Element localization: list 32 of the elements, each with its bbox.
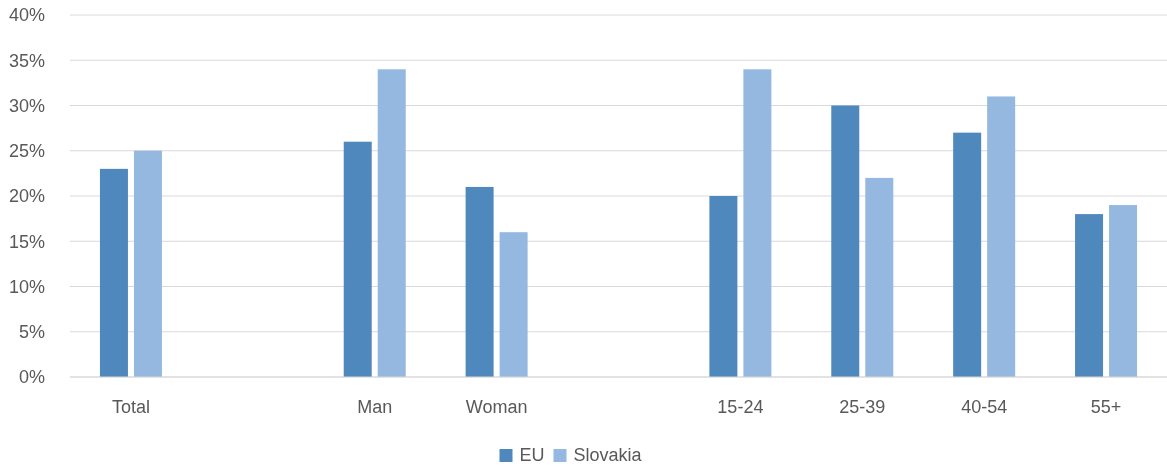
y-tick-label: 5% xyxy=(18,322,45,343)
x-tick-label: 55+ xyxy=(1090,397,1122,417)
bar xyxy=(1075,214,1104,377)
x-tick-label: Total xyxy=(111,397,150,417)
bar xyxy=(465,186,494,377)
bar xyxy=(343,141,372,377)
x-tick-label: 40-54 xyxy=(961,397,1008,417)
bar xyxy=(831,105,860,377)
y-tick-label: 35% xyxy=(8,50,45,71)
bar xyxy=(953,132,982,377)
y-tick-label: 30% xyxy=(8,95,45,116)
x-tick-label: Woman xyxy=(465,397,528,417)
y-tick-label: 15% xyxy=(8,231,45,252)
legend-label: EU xyxy=(519,445,545,465)
legend-label: Slovakia xyxy=(573,445,643,465)
bar xyxy=(709,196,738,377)
bar xyxy=(865,177,894,377)
x-tick-label: Man xyxy=(357,397,393,417)
bar xyxy=(987,96,1016,377)
x-tick-label: 15-24 xyxy=(717,397,764,417)
bar xyxy=(743,69,772,377)
y-tick-label: 20% xyxy=(8,186,45,207)
x-tick-label: 25-39 xyxy=(839,397,886,417)
bar xyxy=(133,150,162,377)
bar xyxy=(1109,205,1138,377)
y-tick-label: 25% xyxy=(8,141,45,162)
bar xyxy=(499,232,528,377)
y-tick-label: 10% xyxy=(8,276,45,297)
y-tick-label: 40% xyxy=(8,5,45,26)
bar xyxy=(99,168,128,377)
bar xyxy=(377,69,406,377)
y-tick-label: 0% xyxy=(18,367,45,388)
